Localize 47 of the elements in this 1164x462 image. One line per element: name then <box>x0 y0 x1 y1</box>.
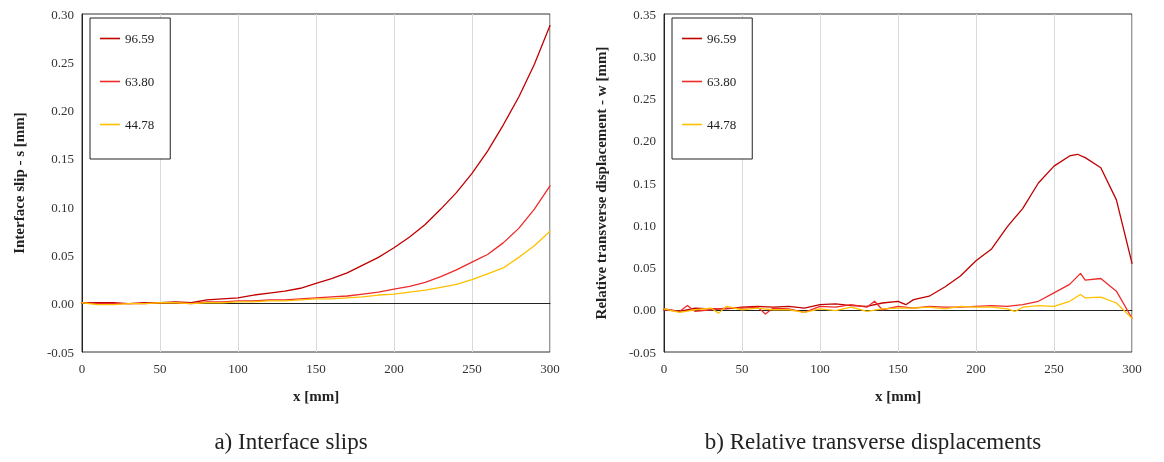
legend-label: 44.78 <box>125 117 155 132</box>
y-axis-title: Interface slip - s [mm] <box>10 112 27 254</box>
y-tick-label: 0.00 <box>633 302 656 318</box>
x-axis-title: x [mm] <box>874 387 922 404</box>
y-tick-label: 0.25 <box>51 54 74 70</box>
y-tick-label: 0.30 <box>633 48 656 64</box>
x-tick-label: 0 <box>660 361 668 376</box>
x-tick-label: 300 <box>1122 361 1142 376</box>
text: b) Relative transverse displacements <box>704 429 1042 454</box>
x-tick-label: 250 <box>462 361 482 376</box>
x-tick-label: 200 <box>966 361 986 376</box>
x-tick-label: 50 <box>735 361 749 376</box>
legend-label: 96.59 <box>707 31 737 46</box>
y-tick-label: 0.00 <box>51 296 74 312</box>
x-axis-title: x [mm] <box>292 387 340 404</box>
y-axis-title: Relative transverse displacement - w [mm] <box>592 46 609 320</box>
x-tick-label: 150 <box>888 361 908 376</box>
y-tick-label: 0.30 <box>51 6 74 22</box>
x-tick-label: 250 <box>1044 361 1064 376</box>
y-tick-label: 0.10 <box>51 199 74 215</box>
y-tick-label: 0.05 <box>633 260 656 275</box>
x-tick-label: 0 <box>78 361 86 376</box>
x-tick-label: 50 <box>153 361 167 376</box>
legend-label: 63.80 <box>125 74 155 89</box>
y-tick-label: 0.20 <box>51 103 74 119</box>
legend-label: 63.80 <box>707 74 737 89</box>
y-tick-label: -0.05 <box>628 344 656 360</box>
x-tick-label: 100 <box>228 361 248 376</box>
y-tick-label: 0.05 <box>51 247 74 263</box>
y-tick-label: 0.10 <box>633 217 656 233</box>
line-series <box>663 272 1133 319</box>
y-tick-label: 0.35 <box>633 6 656 22</box>
y-tick-label: -0.05 <box>46 344 74 360</box>
line-series <box>663 153 1133 313</box>
line-series <box>663 293 1133 319</box>
x-tick-label: 150 <box>306 361 326 376</box>
legend-label: 96.59 <box>125 31 155 46</box>
x-tick-label: 300 <box>540 361 560 376</box>
legend-label: 44.78 <box>707 117 737 132</box>
y-tick-label: 0.15 <box>51 151 74 167</box>
y-tick-label: 0.15 <box>633 175 656 191</box>
y-tick-label: 0.25 <box>633 91 656 106</box>
text: a) Interface slips <box>214 429 368 454</box>
x-tick-label: 200 <box>384 361 404 376</box>
y-tick-label: 0.20 <box>633 133 656 149</box>
line-series <box>81 230 551 306</box>
x-tick-label: 100 <box>810 361 830 376</box>
